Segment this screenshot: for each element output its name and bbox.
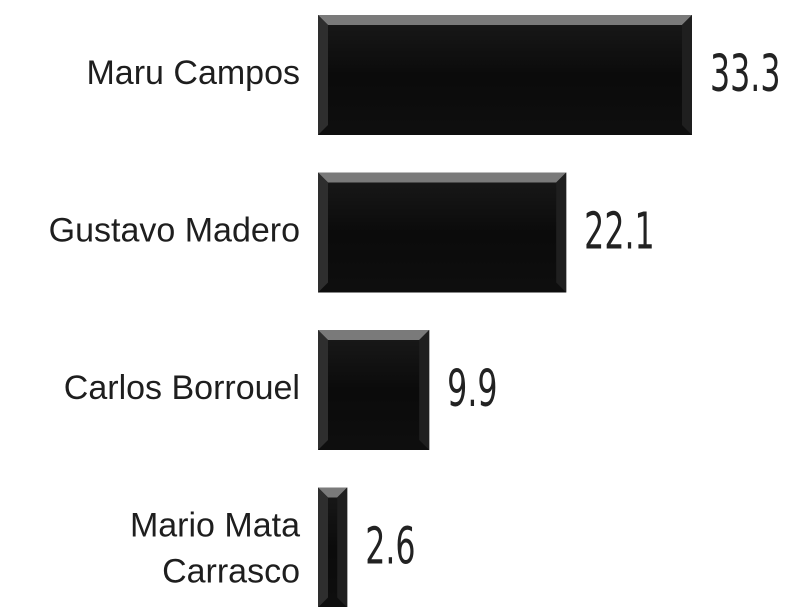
value-label: 2.6 — [365, 517, 415, 576]
bar-bevel-top — [318, 15, 692, 25]
bar-overlay — [318, 15, 692, 135]
value-label: 22.1 — [584, 202, 655, 261]
bar-bevel-right — [419, 330, 430, 450]
bar-bevel-top — [318, 487, 348, 498]
bar-bevel-left — [318, 15, 328, 135]
value-label: 33.3 — [710, 44, 781, 103]
bar-bevel-right — [337, 487, 348, 607]
bar-bevel-right — [556, 172, 567, 293]
bar-bevel-left — [318, 172, 328, 293]
category-label: Gustavo Madero — [49, 211, 300, 249]
category-label: Mario Mata Carrasco — [130, 506, 300, 590]
value-label: 9.9 — [447, 359, 497, 418]
category-label: Maru Campos — [86, 54, 300, 92]
category-label: Carlos Borrouel — [64, 369, 300, 407]
bar-bevel-left — [318, 330, 328, 450]
bar-bevel-top — [318, 330, 430, 340]
bar-bevel-top — [318, 172, 567, 183]
bar-bevel-right — [681, 15, 692, 135]
bar-overlay — [318, 172, 567, 293]
bar-overlay — [318, 330, 430, 450]
bar-bevel-left — [318, 487, 328, 607]
